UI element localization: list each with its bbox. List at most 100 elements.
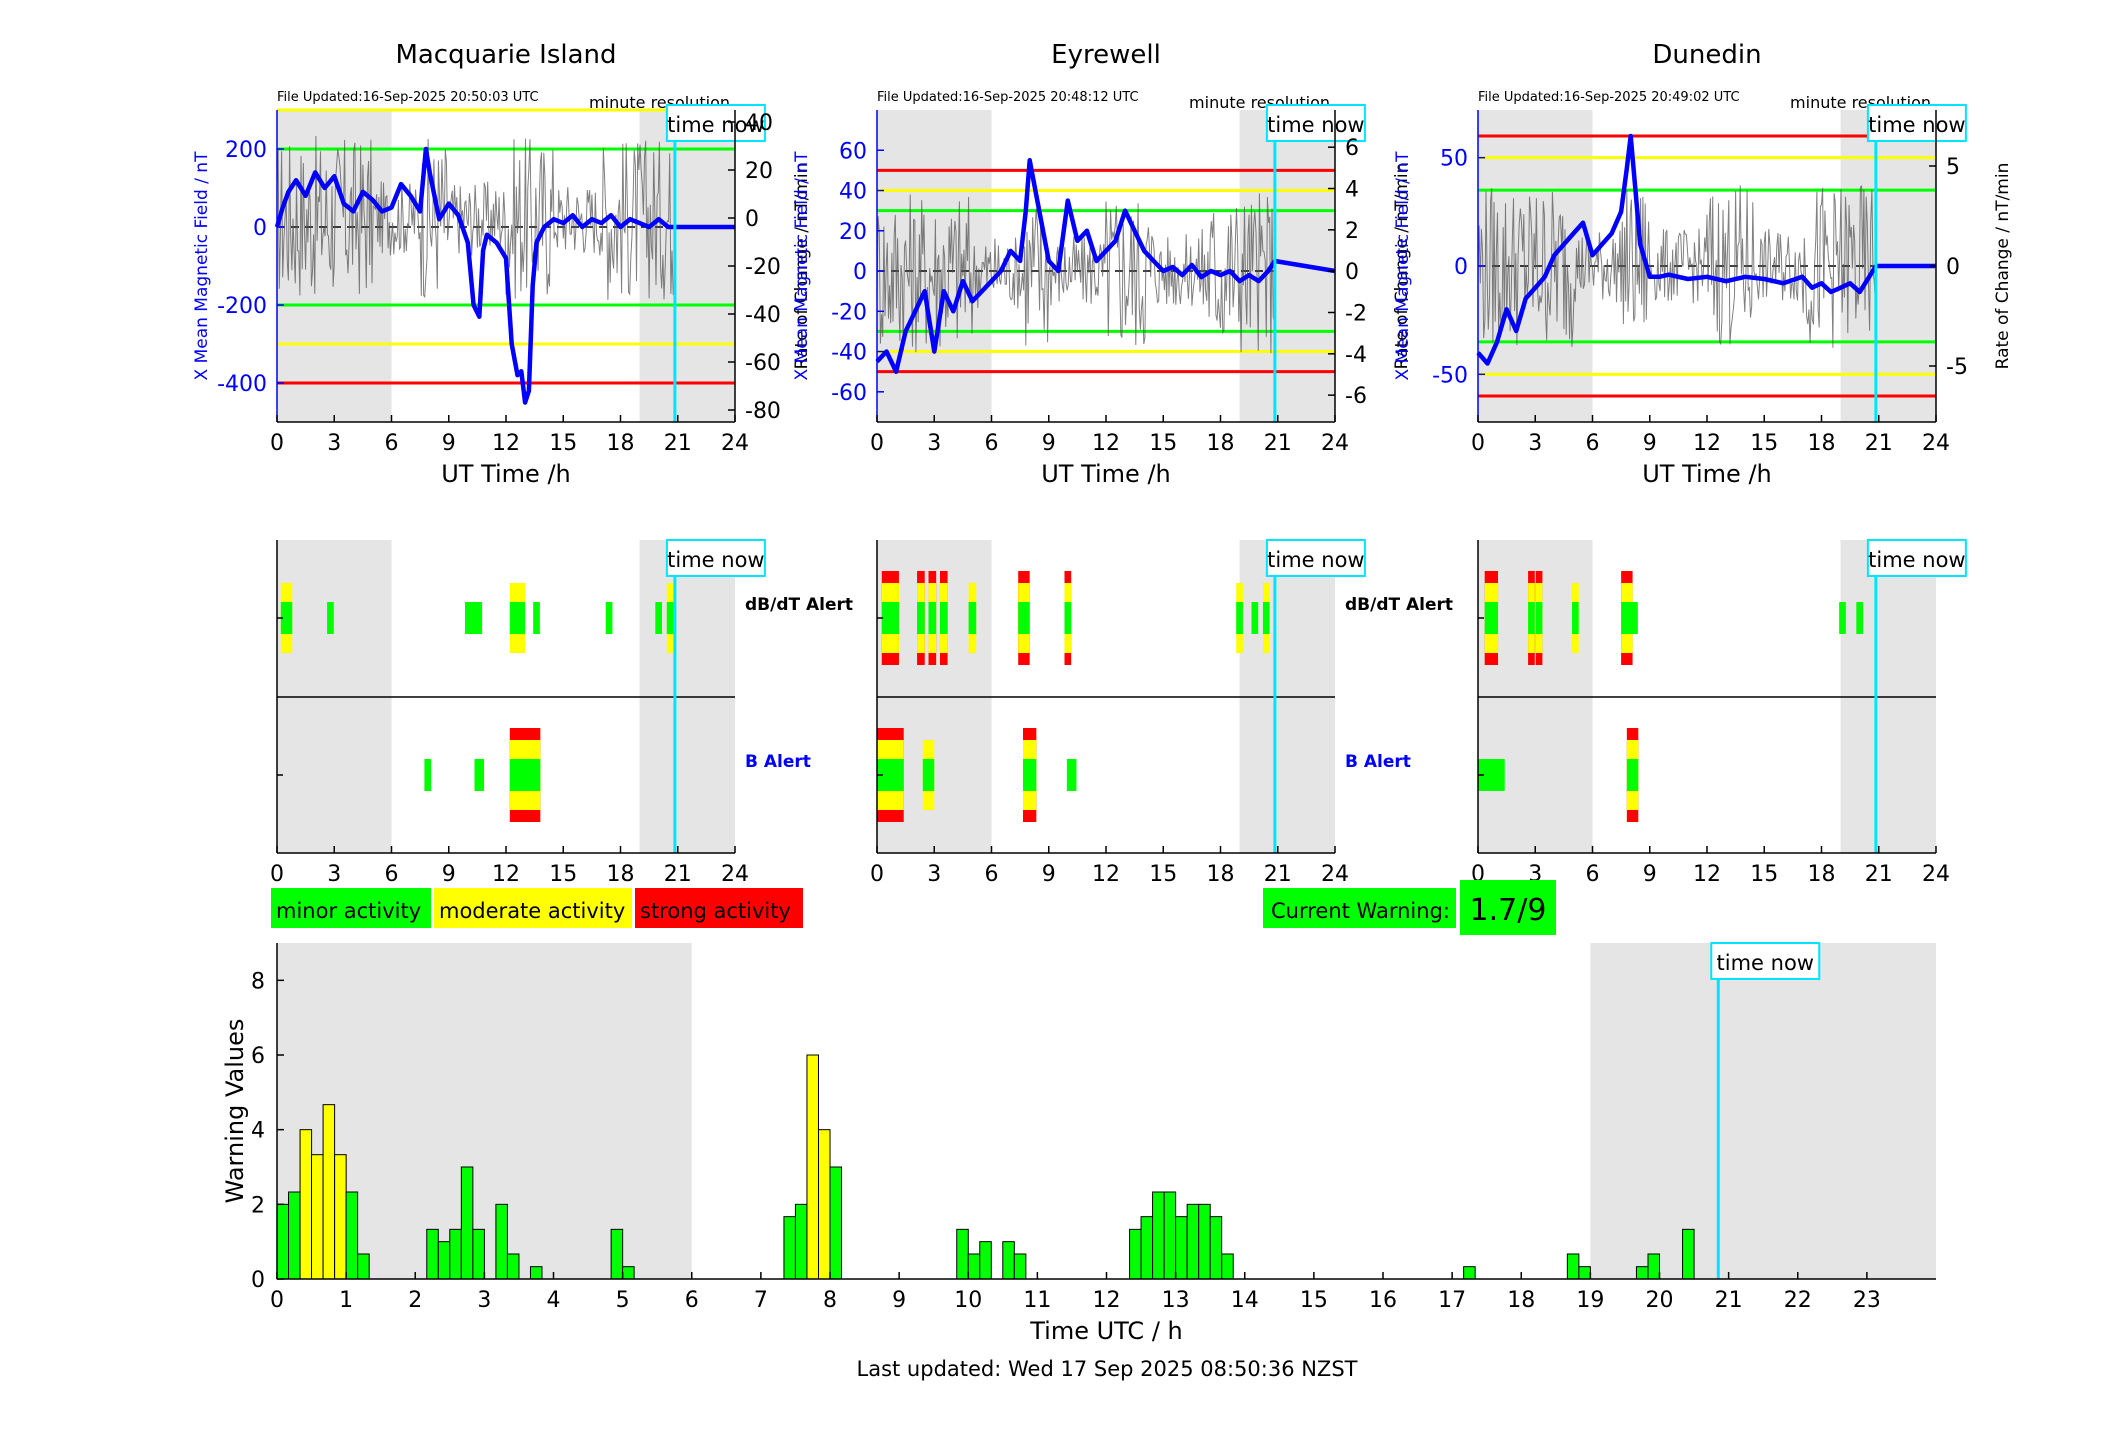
x-tick-label: 20 — [1646, 1288, 1674, 1313]
x-tick-label: 18 — [1808, 431, 1836, 456]
warning-bar — [794, 1203, 808, 1280]
minor-alert-block — [922, 759, 935, 791]
time-now-label: time now — [1868, 113, 1965, 137]
strong-legend-label: strong activity — [640, 899, 791, 923]
y-tick-label: 2 — [251, 1193, 265, 1218]
warning-bar — [1463, 1266, 1476, 1280]
x-tick-label: 21 — [664, 862, 692, 887]
warning-bar — [1140, 1216, 1154, 1280]
x-tick-label: 13 — [1162, 1288, 1190, 1313]
minor-alert-block — [1066, 759, 1077, 791]
y-tick-label: 0 — [251, 1268, 265, 1293]
station-title: Dunedin — [1652, 40, 1761, 70]
x-tick-label: 24 — [1922, 431, 1950, 456]
minor-alert-block — [1064, 602, 1072, 634]
x-tick-label: 18 — [1507, 1288, 1535, 1313]
warning-bar — [426, 1228, 439, 1280]
last-updated-text: Last updated: Wed 17 Sep 2025 08:50:36 N… — [857, 1357, 1358, 1381]
x-tick-label: 3 — [477, 1288, 491, 1313]
x-tick-label: 6 — [1586, 431, 1600, 456]
x-tick-label: 18 — [1207, 862, 1235, 887]
warning-bar — [1152, 1191, 1165, 1280]
minor-alert-block — [1484, 602, 1499, 634]
x-tick-label: 10 — [954, 1288, 982, 1313]
minor-alert-block — [968, 602, 977, 634]
x-tick-label: 11 — [1023, 1288, 1051, 1313]
warning-bar — [299, 1129, 313, 1280]
x-tick-label: 3 — [927, 431, 941, 456]
warning-bar — [334, 1154, 347, 1280]
warning-bar — [449, 1228, 462, 1280]
minor-alert-block — [1528, 602, 1535, 634]
left-y-axis-label: X Mean Magnetic Field / nT — [1393, 151, 1413, 381]
warning-bar — [1002, 1241, 1015, 1280]
x-tick-label: 3 — [327, 862, 341, 887]
x-tick-label: 9 — [1042, 862, 1056, 887]
x-tick-label: 19 — [1576, 1288, 1604, 1313]
x-tick-label: 15 — [1750, 862, 1778, 887]
warning-bar — [472, 1228, 485, 1280]
y-tick-label: 0 — [853, 260, 867, 285]
x-tick-label: 9 — [1042, 431, 1056, 456]
x-tick-label: 18 — [1808, 862, 1836, 887]
y2-tick-label: 6 — [1345, 136, 1359, 161]
minor-alert-block — [1839, 602, 1846, 634]
minor-alert-block — [1535, 602, 1543, 634]
x-tick-label: 0 — [1471, 431, 1485, 456]
warning-bar — [1209, 1216, 1223, 1280]
x-tick-label: 15 — [1750, 431, 1778, 456]
x-tick-label: 0 — [270, 862, 284, 887]
x-tick-label: 18 — [1207, 431, 1235, 456]
warning-bar — [979, 1241, 992, 1280]
minor-alert-block — [605, 602, 613, 634]
minor-alert-block — [1251, 602, 1259, 634]
x-tick-label: 3 — [1528, 431, 1542, 456]
y-tick-label: -50 — [1432, 363, 1468, 388]
y-tick-label: 50 — [1440, 147, 1468, 172]
y-axis-label: Warning Values — [221, 1019, 249, 1204]
y-tick-label: -40 — [831, 341, 867, 366]
x-tick-label: 15 — [1149, 431, 1177, 456]
x-tick-label: 22 — [1784, 1288, 1812, 1313]
x-tick-label: 6 — [385, 862, 399, 887]
warning-bar — [956, 1228, 969, 1280]
minor-alert-block — [424, 759, 432, 791]
x-tick-label: 6 — [385, 431, 399, 456]
y-tick-label: 60 — [839, 139, 867, 164]
y2-tick-label: 20 — [745, 159, 773, 184]
b-alert-label: B Alert — [745, 752, 811, 772]
night-shade — [1239, 110, 1335, 422]
y2-tick-label: -20 — [745, 255, 781, 280]
y2-tick-label: -40 — [745, 303, 781, 328]
warning-bar — [276, 1203, 289, 1280]
warning-bar — [495, 1203, 508, 1280]
x-tick-label: 9 — [1643, 862, 1657, 887]
y-tick-label: 20 — [839, 220, 867, 245]
time-now-label: time now — [667, 548, 764, 572]
x-tick-label: 12 — [1693, 431, 1721, 456]
y2-tick-label: -5 — [1946, 355, 1968, 380]
warning-bar — [529, 1266, 543, 1280]
warning-bar — [610, 1228, 624, 1280]
minor-alert-block — [655, 602, 663, 634]
warning-bar — [829, 1166, 842, 1280]
minor-alert-block — [1626, 759, 1639, 791]
minor-alert-block — [1621, 602, 1633, 634]
x-tick-label: 0 — [870, 431, 884, 456]
minor-alert-block — [509, 602, 526, 634]
minor-alert-block — [280, 602, 293, 634]
warning-bar — [357, 1253, 370, 1280]
x-tick-label: 17 — [1438, 1288, 1466, 1313]
warning-bar — [1175, 1216, 1188, 1280]
x-tick-label: 15 — [1149, 862, 1177, 887]
current-warning-label: Current Warning: — [1271, 899, 1450, 923]
night-shade — [1590, 943, 1936, 1279]
y2-tick-label: -4 — [1345, 343, 1367, 368]
minor-alert-block — [474, 759, 485, 791]
x-tick-label: 6 — [685, 1288, 699, 1313]
x-tick-label: 8 — [823, 1288, 837, 1313]
y-tick-label: 0 — [253, 216, 267, 241]
time-now-label: time now — [1868, 548, 1965, 572]
x-tick-label: 18 — [607, 431, 635, 456]
